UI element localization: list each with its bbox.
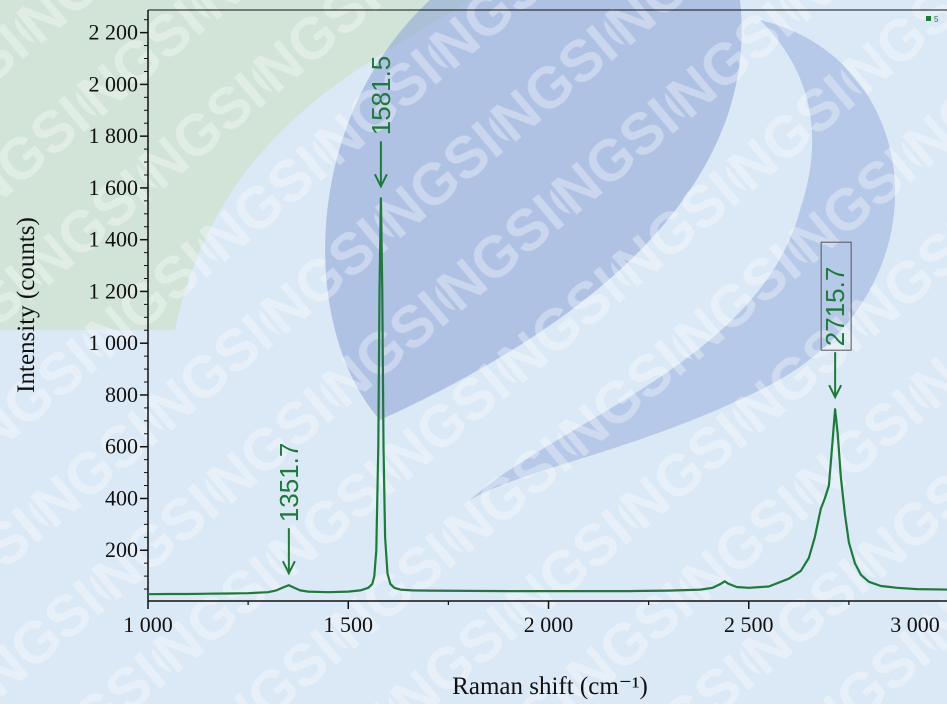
peak-arrow-head: [281, 560, 296, 576]
x-tick-label: 1 500: [324, 612, 374, 637]
raman-spectrum-line: [147, 197, 947, 596]
peak-arrow-head: [828, 384, 843, 400]
y-tick-label: 800: [105, 382, 138, 407]
series-layer: [147, 197, 947, 596]
axes: 1 000 1 500 2 000 2 500 3 000 200 400 600 800 1 …: [89, 9, 947, 637]
x-tick-label: 1 000: [123, 612, 173, 637]
peak-label: 1351.7: [274, 443, 304, 523]
x-tick-label: 2 500: [724, 612, 774, 637]
y-tick-label: 600: [105, 434, 138, 459]
y-tick-label: 400: [105, 485, 138, 510]
legend: 5: [926, 15, 939, 24]
y-tick-label: 1 600: [89, 175, 139, 200]
y-tick-label: 2 000: [89, 71, 139, 96]
peak-label: 2715.7: [820, 267, 850, 347]
y-tick-label: 1 000: [89, 330, 139, 355]
peak-label-box: [820, 241, 852, 351]
y-tick-label: 2 200: [89, 20, 139, 45]
x-tick-label: 3 000: [890, 612, 940, 637]
y-tick-label: 1 800: [89, 123, 139, 148]
y-tick-label: 1 400: [89, 227, 139, 252]
peak-annotation: 1351.7: [274, 443, 304, 576]
legend-swatch: [926, 16, 931, 21]
peak-annotation: 1581.5: [366, 56, 396, 189]
peak-label: 1581.5: [366, 56, 396, 136]
y-axis-ticks: 200 400 600 800 1 000 1 200 1 400 1 600 1 800 2 0…: [89, 19, 148, 590]
x-axis-ticks: 1 000 1 500 2 000 2 500 3 000: [123, 601, 940, 637]
y-tick-label: 1 200: [89, 278, 139, 303]
y-axis-title: Intensity (counts): [13, 217, 40, 393]
y-tick-label: 200: [105, 537, 138, 562]
x-tick-label: 2 000: [524, 612, 574, 637]
peak-annotations: 1351.7 1581.5 2715.7: [274, 56, 852, 576]
peak-annotation: 2715.7: [820, 241, 852, 400]
x-axis-title: Raman shift (cm⁻¹): [452, 673, 648, 700]
peak-arrow-head: [373, 173, 388, 189]
legend-label: 5: [934, 15, 939, 24]
